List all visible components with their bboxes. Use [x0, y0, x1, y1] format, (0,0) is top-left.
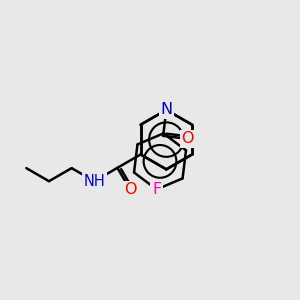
- Text: F: F: [152, 182, 161, 197]
- Text: N: N: [160, 102, 172, 117]
- Text: O: O: [124, 182, 136, 197]
- Text: NH: NH: [83, 174, 105, 189]
- Text: O: O: [182, 131, 194, 146]
